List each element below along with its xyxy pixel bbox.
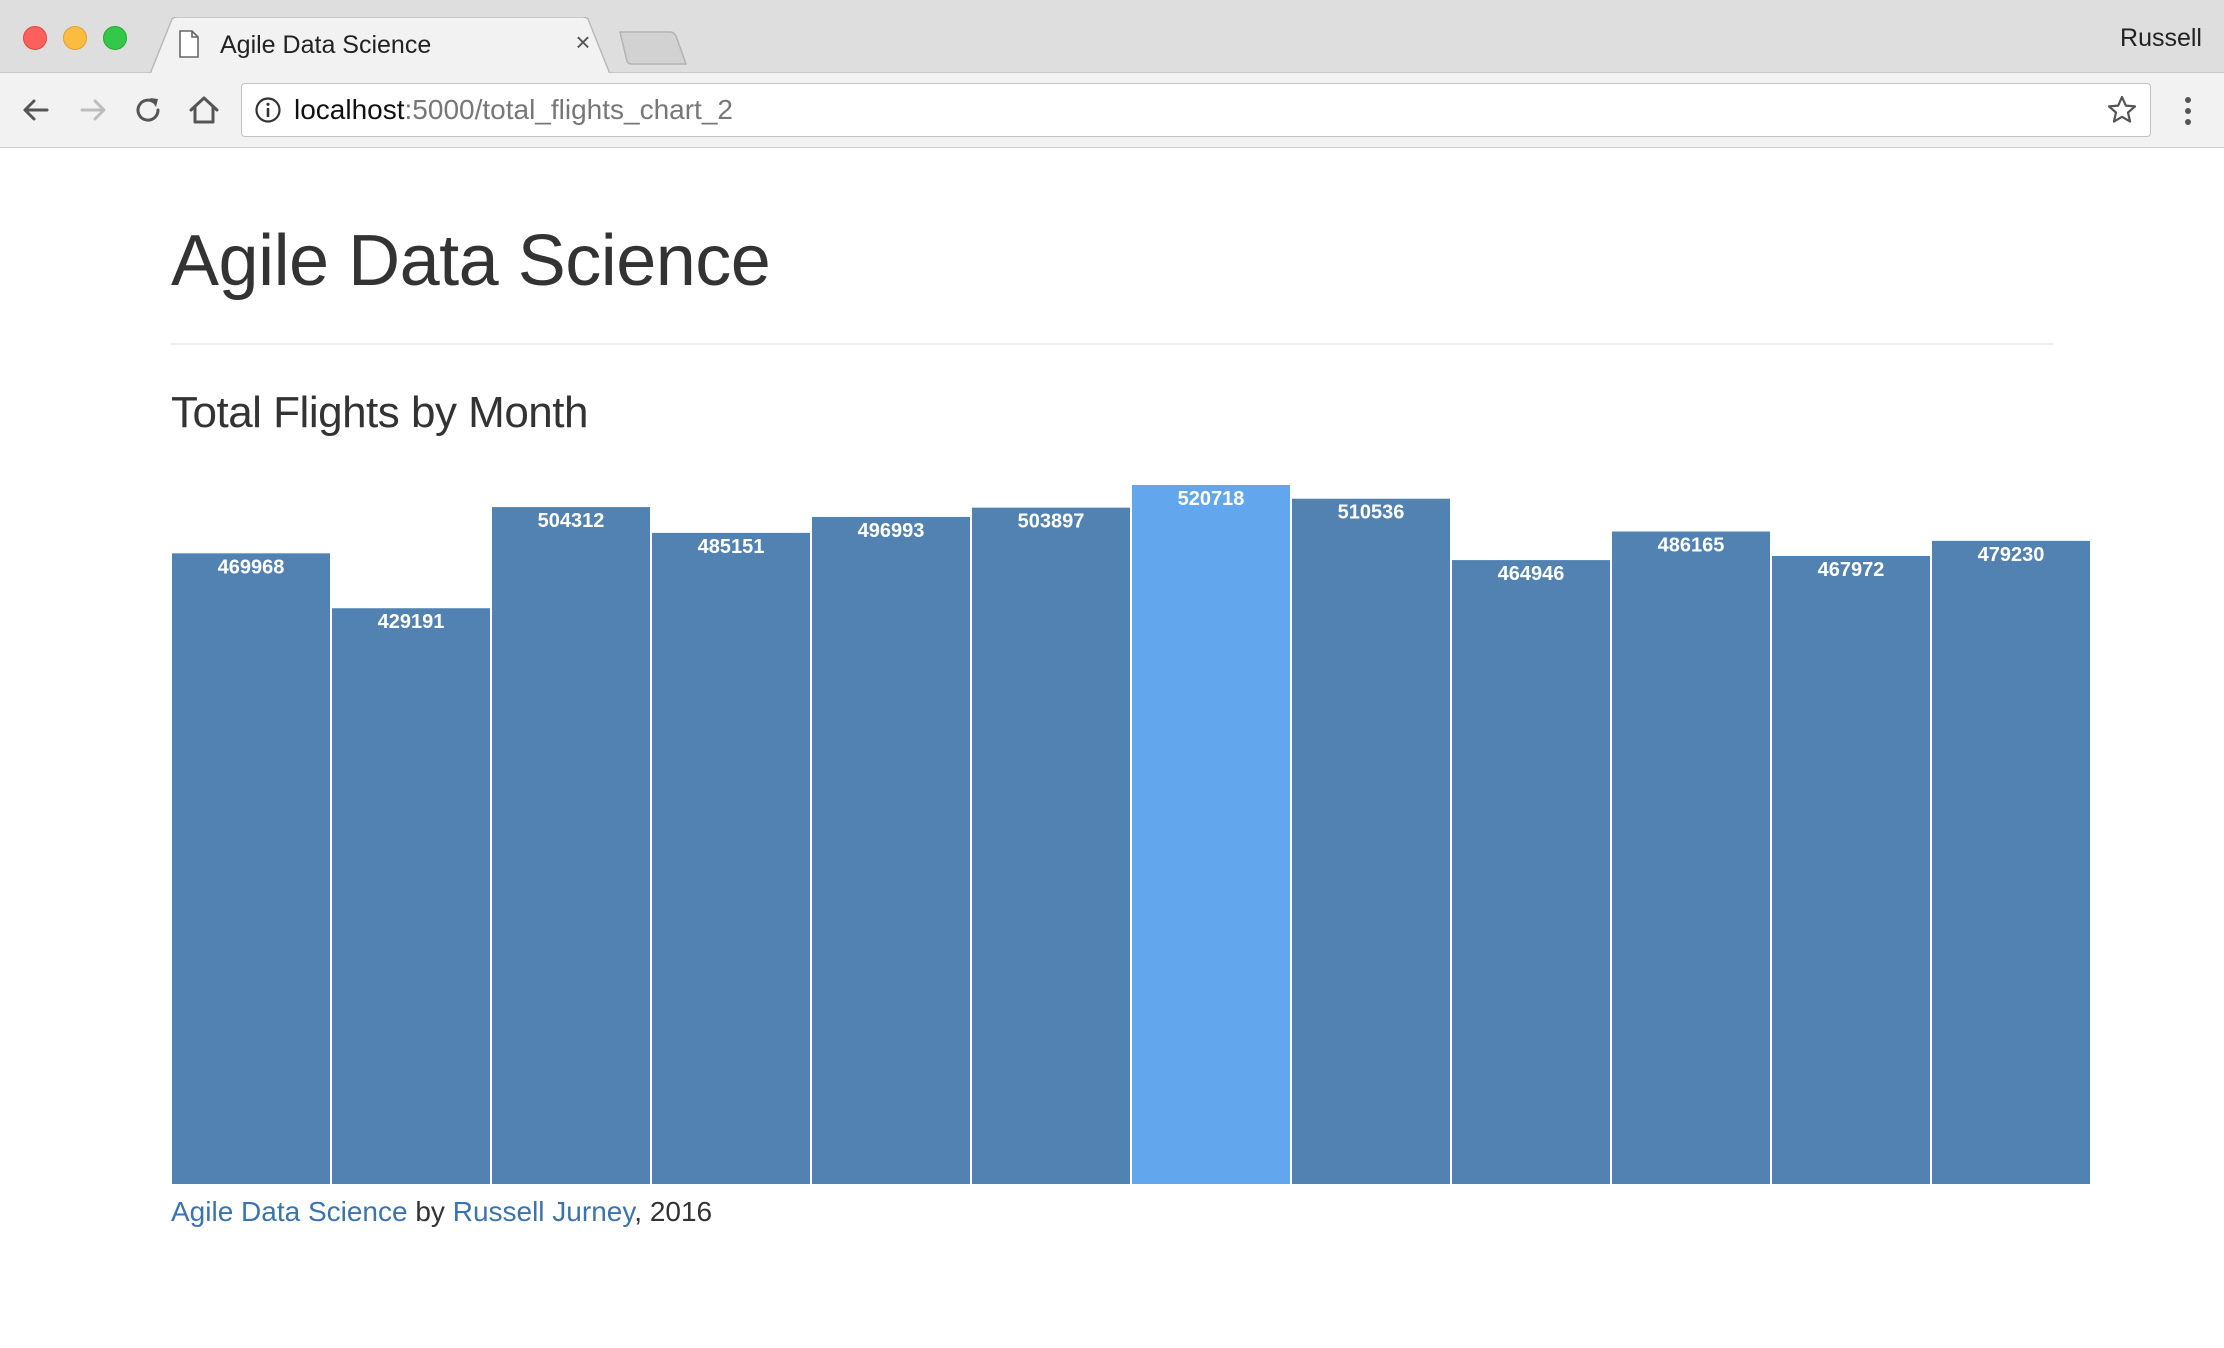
bar-8[interactable] bbox=[1290, 496, 1452, 1185]
footer: Agile Data Science by Russell Jurney, 20… bbox=[171, 1196, 712, 1228]
tab-title: Agile Data Science bbox=[220, 31, 432, 59]
bar-3[interactable] bbox=[490, 505, 652, 1185]
browser-toolbar: localhost:5000/total_flights_chart_2 bbox=[0, 73, 2224, 148]
url-path: :5000/total_flights_chart_2 bbox=[404, 94, 733, 125]
title-divider bbox=[171, 343, 2053, 345]
bar-4[interactable] bbox=[650, 530, 812, 1185]
bar-12[interactable] bbox=[1930, 538, 2091, 1185]
bar-label-3: 504312 bbox=[538, 510, 605, 532]
home-icon[interactable] bbox=[185, 91, 223, 129]
profile-name[interactable]: Russell bbox=[2120, 24, 2202, 52]
bar-2[interactable] bbox=[330, 606, 492, 1185]
address-bar[interactable]: localhost:5000/total_flights_chart_2 bbox=[241, 83, 2151, 137]
bar-label-6: 503897 bbox=[1018, 511, 1085, 533]
bar-label-1: 469968 bbox=[218, 556, 285, 578]
bar-label-2: 429191 bbox=[378, 611, 445, 633]
bar-label-8: 510536 bbox=[1338, 502, 1405, 524]
bar-11[interactable] bbox=[1770, 554, 1932, 1185]
bar-label-5: 496993 bbox=[858, 520, 925, 542]
page-icon bbox=[179, 30, 199, 58]
bar-label-7: 520718 bbox=[1178, 488, 1245, 510]
url-text[interactable]: localhost:5000/total_flights_chart_2 bbox=[294, 94, 733, 126]
star-icon[interactable] bbox=[2106, 94, 2138, 126]
window-zoom-button[interactable] bbox=[103, 26, 127, 50]
url-host: localhost bbox=[294, 94, 405, 125]
chart-heading: Total Flights by Month bbox=[171, 388, 588, 437]
bar-label-12: 479230 bbox=[1978, 544, 2045, 566]
bar-label-11: 467972 bbox=[1818, 559, 1885, 581]
reload-icon[interactable] bbox=[129, 91, 167, 129]
close-icon[interactable]: × bbox=[575, 27, 591, 57]
bar-10[interactable] bbox=[1610, 529, 1772, 1185]
footer-by-text: by bbox=[407, 1196, 453, 1227]
info-icon[interactable] bbox=[254, 96, 282, 124]
new-tab-button[interactable] bbox=[618, 30, 690, 66]
footer-link-agile-data-science[interactable]: Agile Data Science bbox=[171, 1196, 408, 1227]
menu-icon[interactable] bbox=[2176, 93, 2200, 129]
back-icon[interactable] bbox=[17, 91, 55, 129]
bar-1[interactable] bbox=[171, 551, 332, 1185]
footer-year-text: , 2016 bbox=[634, 1196, 713, 1227]
window-close-button[interactable] bbox=[23, 26, 47, 50]
page-title: Agile Data Science bbox=[171, 221, 771, 301]
bar-9[interactable] bbox=[1450, 558, 1612, 1185]
footer-link-russell-jurney[interactable]: Russell Jurney bbox=[452, 1196, 635, 1227]
bar-label-9: 464946 bbox=[1498, 563, 1565, 585]
bar-label-4: 485151 bbox=[698, 536, 765, 558]
browser-titlebar: Agile Data Science × Russell bbox=[0, 0, 2224, 74]
bar-6[interactable] bbox=[970, 505, 1132, 1185]
tab-shape bbox=[150, 17, 610, 74]
forward-icon[interactable] bbox=[74, 91, 112, 129]
browser-tab[interactable]: Agile Data Science × bbox=[150, 17, 610, 74]
bar-7[interactable] bbox=[1130, 483, 1292, 1185]
bar-5[interactable] bbox=[810, 514, 972, 1185]
bar-label-10: 486165 bbox=[1658, 535, 1725, 557]
window-minimize-button[interactable] bbox=[63, 26, 87, 50]
bar-chart: 469968 429191 504312 485151 496993 503897 5207… bbox=[171, 483, 2091, 1185]
